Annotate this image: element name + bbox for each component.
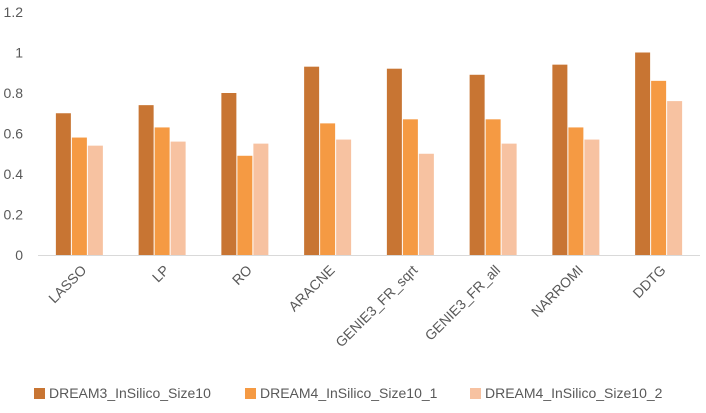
- bar-lp-series-3: [170, 141, 186, 255]
- category-label: RO: [229, 262, 255, 288]
- bar-lasso-series-2: [71, 137, 87, 255]
- category-label: DDTG: [629, 262, 668, 301]
- y-tick-label: 1: [15, 45, 23, 61]
- y-tick-label: 1.2: [4, 4, 24, 20]
- bar-ro-series-1: [221, 93, 237, 255]
- category-label: LP: [149, 262, 172, 285]
- bar-ddtg-series-3: [667, 101, 683, 255]
- bar-genie3-fr-all-series-3: [501, 143, 517, 255]
- legend-swatch: [470, 388, 481, 399]
- legend-label: DREAM4_InSilico_Size10_2: [485, 385, 663, 401]
- bar-narromi-series-1: [552, 64, 568, 256]
- y-tick-label: 0.6: [4, 126, 24, 142]
- category-label: ARACNE: [285, 262, 338, 315]
- bar-lp-series-2: [154, 127, 170, 255]
- bar-narromi-series-2: [568, 127, 584, 255]
- bar-aracne-series-2: [320, 123, 336, 255]
- bar-ro-series-2: [237, 155, 253, 255]
- bar-lasso-series-1: [55, 113, 71, 255]
- category-label: NARROMI: [528, 262, 586, 320]
- y-tick-label: 0.4: [4, 166, 24, 182]
- bar-ddtg-series-2: [651, 80, 667, 255]
- y-tick-label: 0: [15, 247, 23, 263]
- legend-swatch: [34, 388, 45, 399]
- bar-aracne-series-3: [336, 139, 352, 255]
- legend-swatch: [245, 388, 256, 399]
- legend: DREAM3_InSilico_Size10 DREAM4_InSilico_Si…: [34, 385, 663, 401]
- bar-lp-series-1: [138, 105, 154, 256]
- legend-label: DREAM4_InSilico_Size10_1: [260, 385, 438, 401]
- bar-lasso-series-3: [87, 145, 103, 255]
- legend-label: DREAM3_InSilico_Size10: [49, 385, 211, 401]
- bar-ddtg-series-1: [635, 52, 651, 255]
- bar-genie3-fr-sqrt-series-3: [418, 153, 434, 255]
- y-tick-label: 0.2: [4, 207, 24, 223]
- y-axis-ticks: 0 0.2 0.4 0.6 0.8 1 1.2: [4, 4, 24, 263]
- y-tick-label: 0.8: [4, 85, 24, 101]
- bar-genie3-fr-all-series-1: [469, 74, 485, 256]
- bar-aracne-series-1: [304, 66, 320, 255]
- category-label: GENIE3_FR_sqrt: [332, 262, 420, 350]
- bar-genie3-fr-all-series-2: [485, 119, 501, 255]
- category-label: LASSO: [45, 262, 89, 306]
- bar-ro-series-3: [253, 143, 269, 255]
- category-label: GENIE3_FR_all: [422, 262, 504, 344]
- bar-genie3-fr-sqrt-series-1: [386, 68, 402, 255]
- bar-genie3-fr-sqrt-series-2: [402, 119, 418, 255]
- bars-group: [55, 52, 683, 256]
- bar-narromi-series-3: [584, 139, 600, 255]
